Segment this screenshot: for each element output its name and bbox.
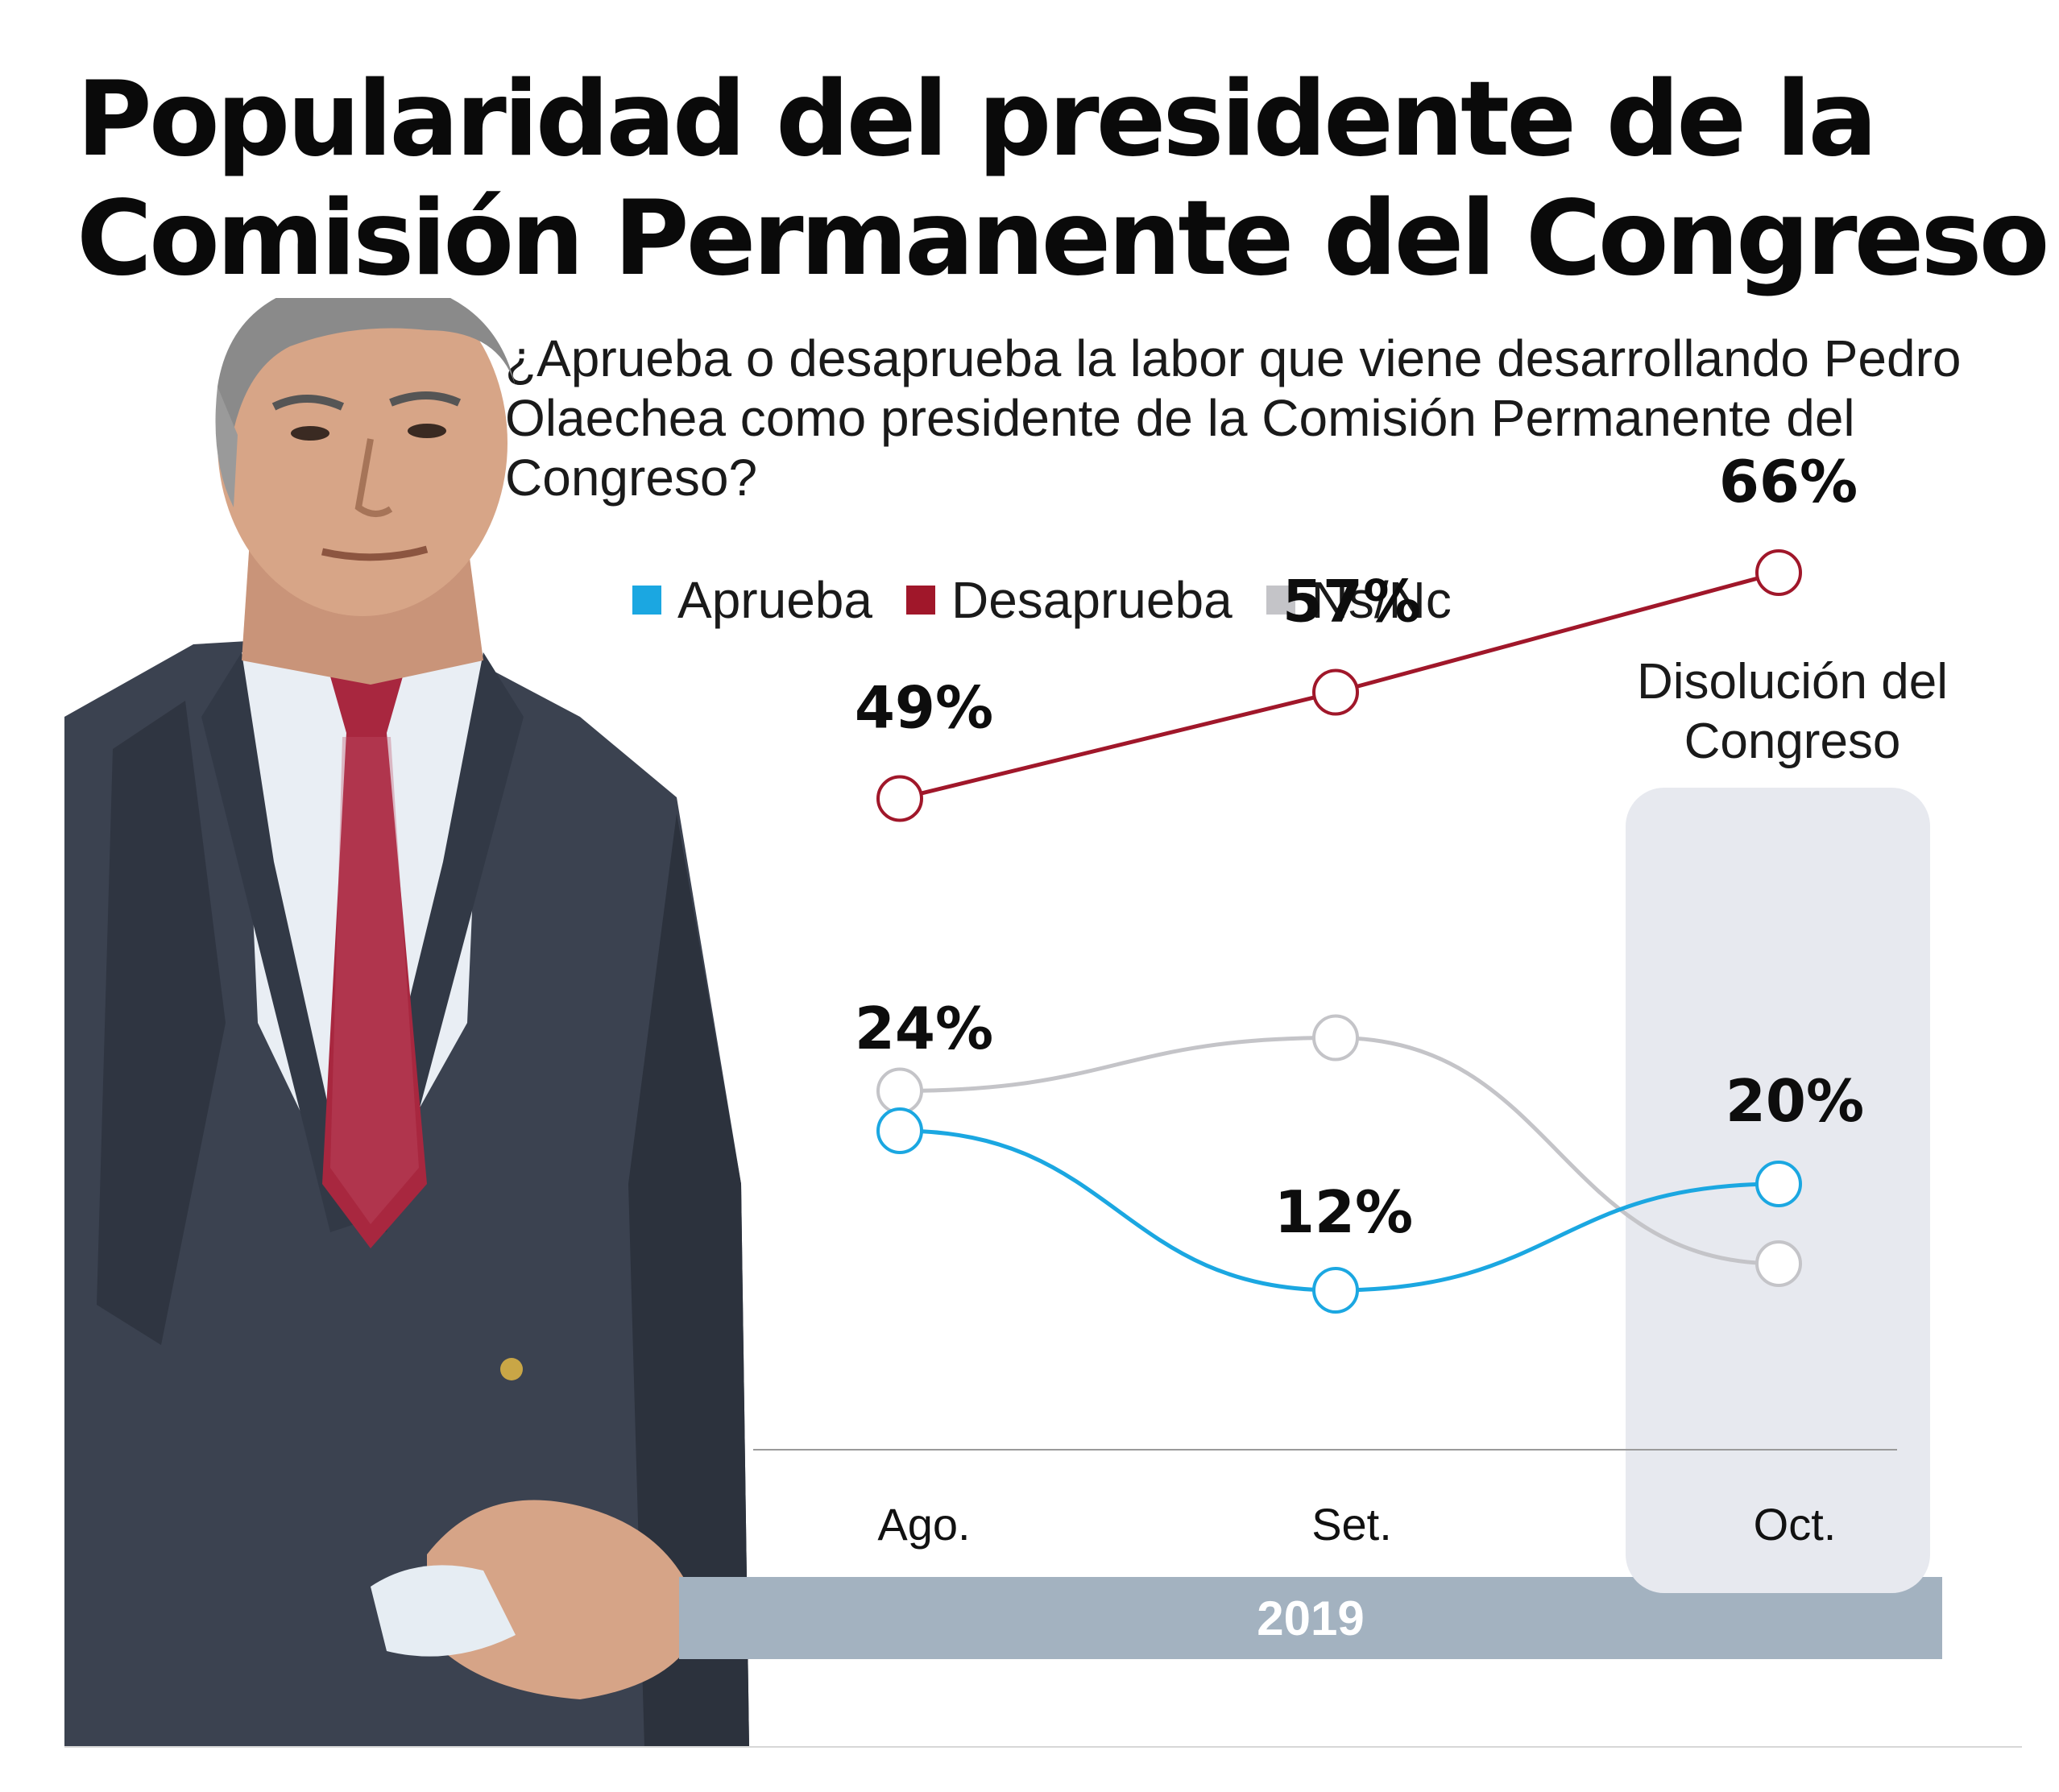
survey-question: ¿Aprueba o desaprueba la labor que viene… [505,329,1962,507]
legend-item-aprueba: Aprueba [632,570,872,630]
head [218,298,508,616]
title-line-1: Popularidad del presidente de la [77,60,1878,180]
legend-item-desaprueba: Desaprueba [905,570,1232,630]
data-point-aprueba-3 [1755,1161,1802,1207]
title-line-2: Comisión Permanente del Congreso [77,179,2050,299]
data-label-aprueba-1: 24% [855,995,993,1062]
data-label-aprueba-3: 20% [1726,1067,1864,1135]
dissolution-annotation: Disolución del Congreso [1599,652,1986,772]
data-point-aprueba-1 [876,1107,923,1154]
data-point-desaprueba-2 [1312,668,1359,716]
legend-swatch-aprueba [632,586,661,615]
annotation-line-1: Disolución del [1637,654,1948,710]
annotation-line-2: Congreso [1684,714,1901,769]
data-point-nsnc-1 [876,1067,923,1115]
chart-title: Popularidad del presidente de la Comisió… [77,60,2050,299]
tie [322,677,427,1248]
legend-label-aprueba: Aprueba [677,571,872,629]
legend-label-nsnc: Ns/Nc [1311,571,1452,629]
data-label-aprueba-2: 12% [1274,1178,1413,1246]
legend: Aprueba Desaprueba Ns/Nc [632,568,1485,632]
legend-swatch-desaprueba [905,586,935,615]
data-point-nsnc-2 [1312,1014,1359,1062]
x-tick-label-1: Ago. [877,1499,970,1550]
data-label-desaprueba-3: 66% [1719,448,1858,515]
data-label-desaprueba-2: 57% [1282,568,1421,635]
data-point-desaprueba-3 [1755,549,1802,596]
politician-photo [64,298,749,1748]
legend-swatch-nsnc [1266,586,1295,615]
data-label-desaprueba-1: 49% [855,674,993,742]
legend-label-desaprueba: Desaprueba [951,571,1232,629]
hair [218,298,516,451]
hands [427,1500,701,1699]
data-point-nsnc-3 [1755,1240,1802,1287]
x-tick-label-2: Set. [1311,1499,1392,1550]
bottom-divider [64,1746,2022,1748]
legend-item-nsnc: Ns/Nc [1266,570,1452,630]
data-point-aprueba-2 [1312,1267,1359,1314]
x-tick-label-3: Oct. [1754,1499,1837,1550]
data-point-desaprueba-1 [876,775,923,822]
